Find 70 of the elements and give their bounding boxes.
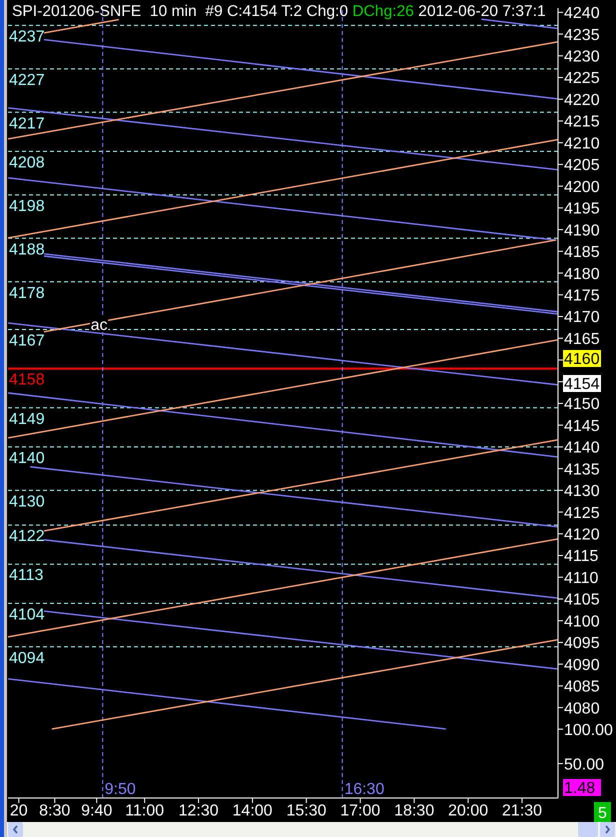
x-tick-label: 20 — [10, 802, 28, 820]
ref-line-label: 4227 — [9, 72, 45, 89]
y-tick-label: 4105 — [564, 592, 600, 609]
ref-line-label: 4130 — [9, 493, 45, 510]
y-tick-label: 4145 — [564, 418, 600, 435]
x-tick-label: 15:30 — [286, 802, 326, 820]
y-tick-label: 4110 — [564, 570, 599, 587]
x-tick-label: 21:30 — [502, 802, 542, 820]
y-tick-label: 4130 — [564, 483, 600, 500]
y-tick-label: 4235 — [564, 26, 600, 44]
ref-line-label: 4198 — [9, 198, 45, 215]
y-tick-label: 4210 — [564, 135, 600, 152]
ref-line-label: 4167 — [9, 332, 45, 350]
ref-line-label: 4140 — [9, 450, 45, 467]
x-tick-label: 18:30 — [394, 802, 434, 820]
y-tick-label: 4220 — [564, 92, 600, 109]
y2-tick-label: 50.00 — [564, 756, 604, 774]
ref-line-label: 4104 — [9, 606, 45, 624]
ref-line-label: 4188 — [9, 241, 45, 258]
x-tick-label: 20:00 — [448, 802, 488, 820]
ref-line-label: 4113 — [9, 567, 44, 584]
y-tick-label: 4180 — [564, 266, 600, 283]
annotation: 2012-06-20 7:37:1 — [418, 3, 546, 20]
y-tick-label: 4215 — [564, 114, 600, 131]
x-tick-label: 12:30 — [178, 802, 219, 820]
y-tick-label: 4140 — [564, 440, 600, 457]
ref-line-label: 4149 — [9, 410, 45, 428]
y-tick-label: 4085 — [564, 678, 600, 696]
y-tick-label: 4200 — [564, 178, 600, 196]
y-tick-label: 4125 — [564, 504, 600, 522]
y-tick-label: 4230 — [564, 48, 600, 66]
y2-tick-label: 100.00 — [564, 722, 614, 740]
y-tick-label: 4165 — [564, 330, 600, 348]
x-tick-label: 11:00 — [125, 802, 164, 820]
x-tick-label: 8:30 — [39, 802, 70, 820]
chart-title: SPI-201206-SNFE 10 min #9 C:4154 T:2 Chg:0 — [12, 3, 348, 20]
y-tick-label: 4195 — [564, 200, 600, 218]
y-tick-label: 4185 — [564, 244, 600, 262]
text: 4160 — [564, 351, 600, 368]
y-tick-label: 4225 — [564, 70, 600, 88]
y-tick-label: 4135 — [564, 461, 600, 478]
x-tick-label: 9:40 — [81, 802, 112, 820]
ref-line-label: 16:30 — [344, 781, 384, 798]
y-tick-label: 4100 — [564, 613, 600, 630]
y-tick-label: 4090 — [564, 656, 600, 674]
x-tick-label: 17:00 — [340, 802, 380, 820]
text: 5 — [598, 805, 608, 822]
y-tick-label: 4190 — [564, 222, 600, 240]
ref-line-label: 4208 — [9, 154, 45, 172]
ref-line-label: 4217 — [9, 115, 45, 132]
y-tick-label: 4150 — [564, 396, 600, 414]
ref-line-label: 4094 — [9, 650, 45, 667]
y-tick-label: 4120 — [564, 526, 600, 544]
x-tick-label: 14:00 — [232, 802, 273, 820]
ref-line-label: 4237 — [9, 28, 45, 46]
ref-line-label: 4158 — [9, 372, 45, 389]
y-tick-label: 4205 — [564, 157, 600, 174]
text: 1.48 — [564, 780, 596, 797]
ref-line-label: 4122 — [9, 528, 45, 546]
chart-subtitle: DChg:26 — [352, 3, 414, 20]
y-tick-label: 4240 — [564, 5, 600, 22]
annotation: ac — [90, 316, 108, 334]
y-tick-label: 4170 — [564, 309, 600, 326]
y-tick-label: 4175 — [564, 287, 600, 304]
y-tick-label: 4115 — [564, 548, 599, 566]
y-tick-label: 4095 — [564, 635, 600, 652]
text: 4154 — [564, 376, 600, 393]
ref-line-label: 4178 — [9, 284, 45, 302]
ref-line-label: 9:50 — [104, 781, 136, 798]
y-tick-label: 4080 — [564, 700, 600, 718]
